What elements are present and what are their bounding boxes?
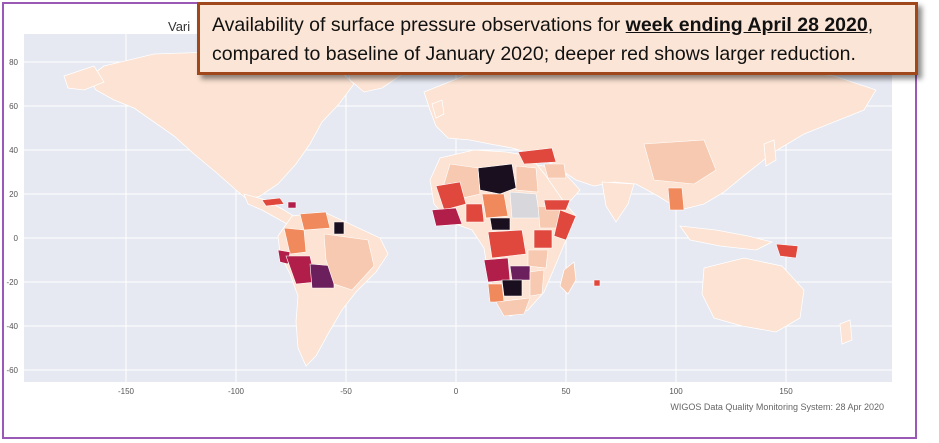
region-nigeria	[465, 203, 485, 223]
region-mauritius	[593, 279, 601, 287]
y-tick-label: 60	[9, 102, 18, 111]
region-ecuador	[277, 249, 291, 265]
x-tick-label: -50	[340, 387, 352, 396]
region-congo	[487, 229, 527, 259]
region-brazil	[323, 233, 375, 291]
x-tick-label: 0	[454, 387, 459, 396]
land-indonesia	[679, 225, 774, 251]
map-credit: WIGOS Data Quality Monitoring System: 28…	[670, 402, 884, 412]
callout-emphasis: week ending April 28 2020	[625, 14, 868, 36]
region-middle-east	[517, 147, 557, 165]
callout-line-1: Availability of surface pressure observa…	[212, 11, 903, 40]
land-new-zealand	[839, 319, 853, 345]
region-somalia	[553, 209, 577, 241]
region-myanmar	[667, 187, 685, 211]
callout-text: Availability of surface pressure observa…	[212, 14, 626, 36]
y-tick-label: -60	[6, 366, 18, 375]
land-madagascar	[559, 261, 577, 295]
callout-line-2: compared to baseline of January 2020; de…	[212, 43, 856, 65]
region-sudan	[509, 191, 541, 219]
region-mozambique	[529, 269, 545, 297]
region-iraq	[543, 163, 567, 179]
region-yemen	[543, 199, 571, 211]
y-tick-label: 0	[14, 234, 19, 243]
land-japan	[763, 139, 777, 167]
region-libya	[477, 163, 517, 195]
region-bolivia	[309, 263, 335, 289]
region-tanzania	[527, 249, 549, 269]
land-india	[601, 181, 635, 223]
y-tick-label: 40	[9, 146, 18, 155]
map-title-fragment: Vari	[168, 19, 190, 34]
region-zambia	[509, 265, 531, 281]
region-venezuela	[299, 211, 331, 231]
region-west-africa	[431, 207, 463, 227]
region-car	[489, 217, 511, 231]
annotation-callout: Availability of surface pressure observa…	[197, 2, 918, 75]
region-cuba	[261, 197, 285, 207]
region-angola	[483, 257, 511, 283]
x-tick-label: 100	[669, 387, 683, 396]
y-tick-label: -40	[6, 322, 18, 331]
region-colombia	[283, 227, 307, 255]
land-australia	[701, 257, 805, 333]
region-botswana	[501, 279, 523, 297]
region-haiti	[287, 201, 297, 209]
x-tick-label: 50	[562, 387, 571, 396]
callout-text: ,	[867, 14, 874, 36]
world-map: -150 -100 -50 0 50 100 150 80 60 40 20 0…	[6, 19, 892, 412]
region-egypt	[515, 165, 539, 193]
y-tick-label: -20	[6, 278, 18, 287]
region-namibia	[487, 283, 505, 303]
y-tick-label: 80	[9, 58, 18, 67]
region-guiana	[333, 221, 345, 235]
region-china	[643, 139, 717, 185]
country-highlights	[261, 139, 799, 317]
land-uk	[431, 99, 445, 119]
y-tick-label: 20	[9, 190, 18, 199]
region-chad	[481, 193, 509, 219]
x-tick-label: 150	[779, 387, 793, 396]
y-axis-ticks: 80 60 40 20 0 -20 -40 -60	[6, 58, 18, 375]
x-tick-label: -150	[118, 387, 135, 396]
region-south-africa	[495, 297, 531, 317]
x-axis-ticks: -150 -100 -50 0 50 100 150	[118, 387, 793, 396]
x-tick-label: -100	[228, 387, 245, 396]
region-png	[775, 243, 799, 259]
region-kenya	[533, 229, 553, 249]
land-alaska	[63, 65, 105, 91]
